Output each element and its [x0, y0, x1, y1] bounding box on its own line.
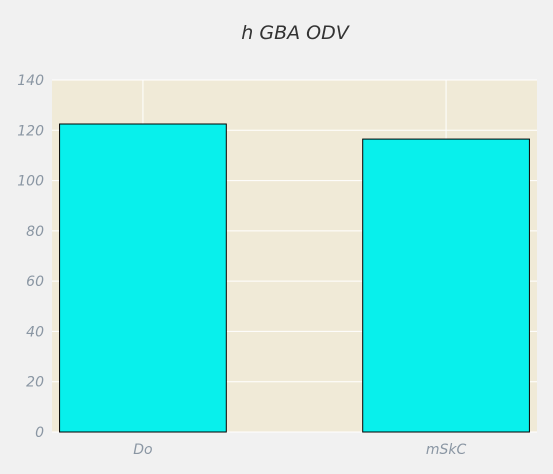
chart-title: h GBA ODV: [241, 22, 350, 44]
bar-do: [59, 123, 227, 433]
x-axis-ticks: Do mSkC: [133, 442, 466, 458]
y-tick-label: 140: [17, 73, 44, 89]
y-tick-label: 40: [26, 324, 44, 340]
x-tick-label: mSkC: [426, 442, 467, 458]
y-tick-label: 80: [26, 224, 44, 240]
y-tick-label: 0: [35, 425, 44, 441]
bar-mskc: [362, 138, 530, 433]
y-tick-label: 20: [26, 375, 44, 391]
y-tick-label: 120: [17, 123, 44, 139]
y-axis-ticks: 0 20 40 60 80 100 120 140: [17, 73, 44, 441]
bars: [59, 123, 530, 433]
x-tick-label: Do: [133, 442, 152, 458]
y-tick-label: 100: [17, 174, 44, 190]
y-tick-label: 60: [26, 274, 44, 290]
